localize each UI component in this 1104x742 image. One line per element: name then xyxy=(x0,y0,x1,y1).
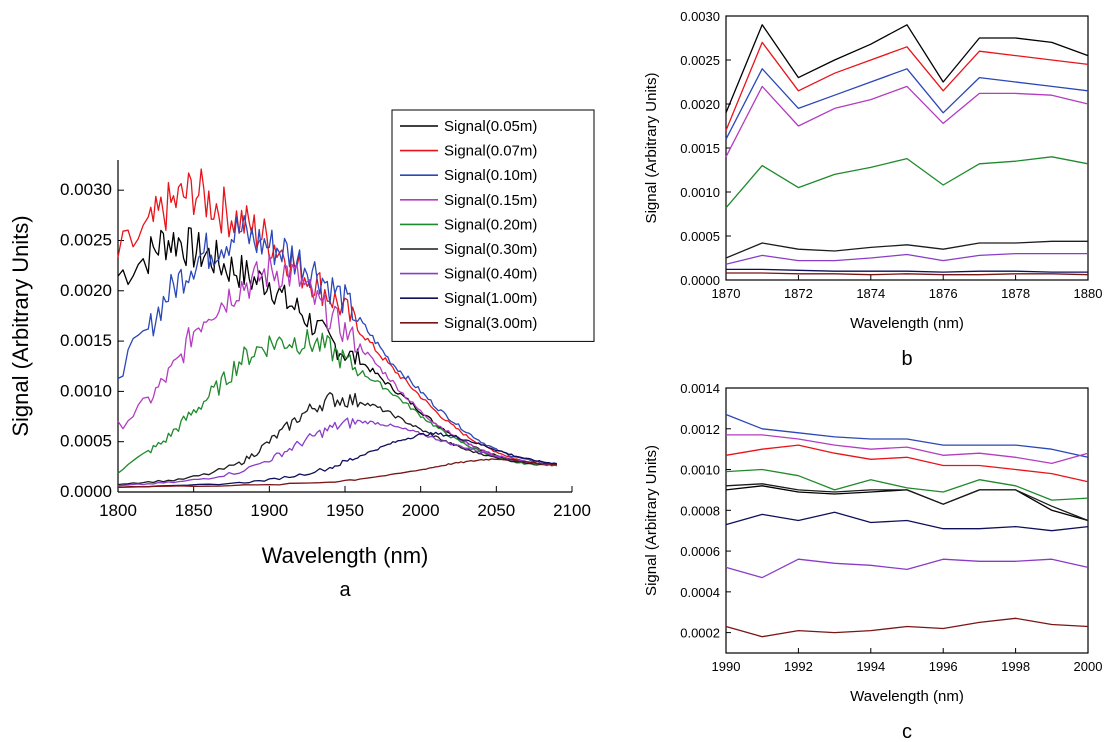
series-line-3 xyxy=(117,214,558,465)
y-tick-label: 0.0006 xyxy=(680,544,720,559)
series-line-7 xyxy=(725,558,1089,579)
x-tick-label: 1876 xyxy=(929,286,958,301)
y-tick-label: 0.0020 xyxy=(60,281,112,300)
series-line-6 xyxy=(725,240,1088,259)
series-line-6 xyxy=(117,392,558,486)
y-tick-label: 0.0010 xyxy=(680,463,720,478)
legend-label: Signal(0.05m) xyxy=(444,118,537,135)
x-tick-label: 1878 xyxy=(1001,286,1030,301)
y-axis-label: Signal (Arbitrary Units) xyxy=(643,445,660,596)
panel-label: c xyxy=(902,721,912,742)
series-line-7 xyxy=(725,252,1088,265)
series-line-3 xyxy=(725,68,1089,140)
x-tick-label: 1950 xyxy=(326,501,364,520)
plot-frame xyxy=(725,15,1089,281)
y-tick-label: 0.0005 xyxy=(60,432,112,451)
y-tick-label: 0.0008 xyxy=(680,503,720,518)
x-tick-label: 1998 xyxy=(1001,659,1030,674)
y-tick-label: 0.0000 xyxy=(680,273,720,288)
y-tick-label: 0.0010 xyxy=(680,185,720,200)
x-tick-label: 2000 xyxy=(402,501,440,520)
legend-label: Signal(0.10m) xyxy=(444,167,537,184)
series-line-5 xyxy=(725,156,1089,209)
y-tick-label: 0.0030 xyxy=(680,9,720,24)
x-tick-label: 1994 xyxy=(856,659,885,674)
series-line-5 xyxy=(117,329,558,474)
x-tick-label: 2100 xyxy=(553,501,591,520)
x-tick-label: 1990 xyxy=(712,659,741,674)
y-tick-label: 0.0025 xyxy=(60,230,112,249)
x-tick-label: 1874 xyxy=(856,286,885,301)
legend-label: Signal(0.40m) xyxy=(444,266,537,283)
x-tick-label: 1872 xyxy=(784,286,813,301)
x-tick-label: 1900 xyxy=(250,501,288,520)
y-tick-label: 0.0025 xyxy=(680,53,720,68)
y-tick-label: 0.0002 xyxy=(680,626,720,641)
y-tick-label: 0.0005 xyxy=(680,229,720,244)
y-tick-label: 0.0015 xyxy=(680,141,720,156)
y-tick-label: 0.0014 xyxy=(680,381,720,396)
legend-label: Signal(0.20m) xyxy=(444,216,537,233)
series-line-1 xyxy=(725,24,1089,114)
series-line-4 xyxy=(117,253,557,466)
y-tick-label: 0.0015 xyxy=(60,331,112,350)
panel-a: 1800 1850 1900 1950 2000 2050 2100 0.0000 0.0005… xyxy=(8,109,595,601)
series-line-2 xyxy=(725,41,1089,131)
series-line-4 xyxy=(725,85,1089,158)
y-tick-label: 0.0030 xyxy=(60,180,112,199)
x-tick-label: 1996 xyxy=(929,659,958,674)
x-axis-label: Wavelength (nm) xyxy=(850,315,964,332)
series-line-8 xyxy=(117,431,557,488)
series-line-8 xyxy=(725,511,1089,532)
legend-label: Signal(1.00m) xyxy=(444,290,537,307)
legend: Signal(0.05m) Signal(0.07m) Signal(0.10m) S… xyxy=(391,109,595,342)
x-tick-label: 2050 xyxy=(477,501,515,520)
series-line-5 xyxy=(725,468,1089,501)
series-line-8 xyxy=(726,268,1088,273)
legend-label: Signal(0.30m) xyxy=(444,241,537,258)
y-axis-label: Signal (Arbitrary Units) xyxy=(8,215,33,436)
series-line-1 xyxy=(725,485,1089,522)
y-tick-label: 0.0010 xyxy=(60,381,112,400)
series-line-7 xyxy=(117,417,557,487)
x-tick-label: 1800 xyxy=(99,501,137,520)
y-tick-label: 0.0012 xyxy=(680,422,720,437)
panel-label: b xyxy=(901,348,912,370)
series-line-3 xyxy=(725,413,1089,458)
x-tick-label: 1992 xyxy=(784,659,813,674)
series-line-6 xyxy=(725,483,1089,522)
panel-c: 1990 1992 1994 1996 1998 2000 0.0002 0.0004 0.00… xyxy=(643,381,1102,742)
x-tick-label: 1870 xyxy=(712,286,741,301)
panel-b: 1870 1872 1874 1876 1878 1880 0.0000 0.0005 0.00… xyxy=(643,9,1102,370)
y-tick-label: 0.0004 xyxy=(680,585,720,600)
x-axis-label: Wavelength (nm) xyxy=(850,688,964,705)
y-tick-label: 0.0020 xyxy=(680,97,720,112)
series-line-4 xyxy=(726,434,1089,465)
series-line-9 xyxy=(725,617,1089,638)
legend-label: Signal(0.15m) xyxy=(444,192,537,209)
series-line-9 xyxy=(726,272,1089,276)
x-tick-label: 1880 xyxy=(1074,286,1103,301)
y-tick-label: 0.0000 xyxy=(60,482,112,501)
series-line-2 xyxy=(725,444,1089,483)
legend-label: Signal(3.00m) xyxy=(444,315,537,332)
legend-box xyxy=(391,109,595,342)
legend-label: Signal(0.07m) xyxy=(444,143,537,160)
x-tick-label: 1850 xyxy=(175,501,213,520)
x-tick-label: 2000 xyxy=(1074,659,1103,674)
y-axis-label: Signal (Arbitrary Units) xyxy=(643,73,660,224)
panel-label: a xyxy=(339,579,351,601)
x-axis-label: Wavelength (nm) xyxy=(262,543,429,568)
series-line-9 xyxy=(117,458,557,488)
